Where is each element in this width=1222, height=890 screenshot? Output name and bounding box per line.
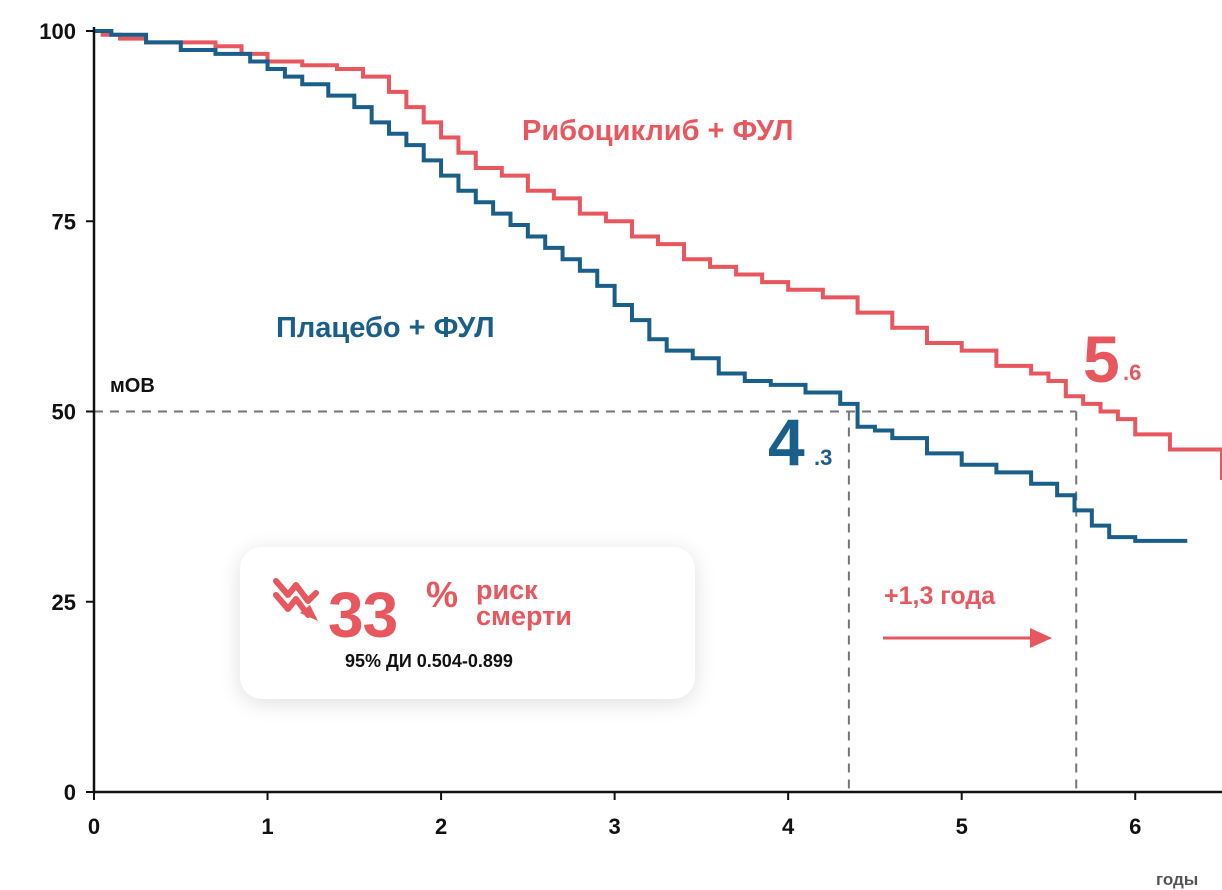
y-tick-label: 50 [52, 400, 76, 425]
x-tick-label: 1 [261, 814, 273, 839]
hazard-ci: 95% ДИ 0.504-0.899 [345, 651, 513, 671]
x-axis-label: годы [1156, 870, 1198, 889]
gain-label: +1,3 года [884, 582, 996, 610]
x-tick-label: 6 [1129, 814, 1141, 839]
y-tick-label: 25 [52, 590, 76, 615]
median-ribo-small: .6 [1123, 360, 1141, 385]
median-placebo-big: 4 [768, 405, 805, 479]
series-label-ribo: Рибоциклиб + ФУЛ [522, 115, 793, 147]
gain-arrow [883, 628, 1052, 648]
series-line-placebo [94, 29, 1188, 543]
axes [92, 27, 1222, 794]
x-tick-label: 4 [782, 814, 795, 839]
y-tick-label: 75 [52, 209, 76, 234]
hazard-text-line1: риск [476, 575, 538, 605]
median-guides [94, 410, 1078, 792]
hazard-ratio-box: 33 % риск смерти 95% ДИ 0.504-0.899 [240, 547, 695, 699]
hazard-value: 33 [328, 579, 398, 651]
median-placebo-small: .3 [814, 445, 832, 470]
x-tick-label: 2 [435, 814, 447, 839]
hazard-text-line2: смерти [476, 601, 572, 631]
survival-curves [94, 29, 1222, 543]
median-ribo-big: 5 [1083, 322, 1120, 396]
x-tick-label: 0 [88, 814, 100, 839]
hazard-percent: % [426, 574, 459, 615]
y-axis-ticks: 0 25 50 75 100 [39, 19, 94, 805]
series-line-ribo [94, 29, 1222, 480]
y-tick-label: 0 [64, 780, 76, 805]
y-tick-label: 100 [39, 19, 76, 44]
mos-label: мОВ [110, 375, 155, 397]
series-label-placebo: Плацебо + ФУЛ [276, 312, 495, 344]
trend-down-icon [273, 578, 319, 621]
x-tick-label: 3 [608, 814, 620, 839]
x-tick-label: 5 [956, 814, 968, 839]
hazard-text: риск смерти [476, 575, 572, 631]
x-axis-ticks: 0 1 2 3 4 5 6 [88, 792, 1141, 839]
